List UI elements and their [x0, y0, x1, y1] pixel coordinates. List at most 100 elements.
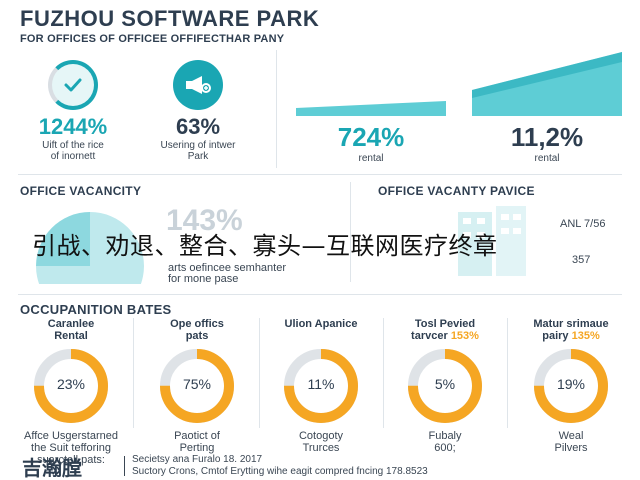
label-line-2-text: pairy [542, 330, 569, 342]
stat-label-line-2: Park [187, 151, 209, 162]
donut-value: 75% [182, 376, 212, 392]
occupation-card: Caranlee Rental 23% Affce Usgerstarned the … [12, 318, 134, 466]
check-icon [48, 60, 98, 110]
rental-band-1 [296, 101, 446, 116]
divider [276, 50, 277, 168]
occupation-card-label: Ulion Apanice [262, 318, 380, 344]
label-line-1: Tosl Pevied [414, 318, 476, 330]
vacancy-pie [36, 212, 144, 284]
label-line-1: Matur srimaue [533, 318, 609, 330]
occupation-card-desc: Paotict of Perting [138, 430, 256, 454]
occupation-card-label: Ope offics pats [138, 318, 256, 344]
desc-line: Trurces [302, 442, 340, 454]
donut-arc [534, 349, 608, 423]
occupation-card-label: Tosl Pevied tarvcer 153% [386, 318, 504, 344]
label-line-2-text: Rental [54, 330, 88, 342]
label-line-2: pats [138, 330, 256, 342]
stat-card-1: 1244% Uift of the rice of inornett [18, 60, 128, 162]
desc-line: Fubaly [428, 430, 462, 442]
label-line-2: tarvcer 153% [386, 330, 504, 342]
rental-value: 11,2% [510, 122, 584, 152]
divider [259, 318, 260, 428]
label-highlight: 135% [571, 330, 600, 342]
stat-label-line-1: Uift of the rice [42, 140, 104, 151]
rental-stat-2: 11,2% rental [472, 122, 622, 164]
page-title: FUZHOU SOFTWARE PARK [20, 6, 320, 31]
page-subtitle: FOR OFFICES OF OFFICEE OFFIFECTHAR PANY [20, 33, 285, 45]
desc-line: Paotict of [174, 430, 220, 442]
rental-value: 724% [337, 122, 405, 152]
occupation-card-desc: Weal Pilvers [512, 430, 630, 454]
divider [133, 318, 134, 428]
desc-line: Pilvers [554, 442, 588, 454]
stat-card-2: 63% Usering of intwer Park [143, 60, 253, 162]
divider [507, 318, 508, 428]
donut-arc [160, 349, 234, 423]
occupation-donut: 75% [157, 346, 237, 426]
occupation-card-label: Matur srimaue pairy 135% [512, 318, 630, 344]
desc-line: Weal [558, 430, 584, 442]
desc-line: Cotogoty [298, 430, 344, 442]
label-line-1: Caranlee [47, 318, 95, 330]
occupation-donut: 23% [31, 346, 111, 426]
megaphone-icon [173, 60, 223, 110]
divider [350, 182, 351, 282]
donut-value: 23% [56, 376, 86, 392]
occupation-card: Ulion Apanice 11% Cotogoty Trurces [262, 318, 384, 454]
footer-line-2: Suctory Crons, Cmtof Erytting wihe eagit… [132, 466, 428, 477]
occupation-donut: 11% [281, 346, 361, 426]
label-line-1: Ulion Apanice [284, 318, 358, 330]
label-line-2: Rental [12, 330, 130, 342]
occupation-heading: OCCUPANITION BATES [20, 302, 172, 317]
desc-line: Affce Usgerstarned [24, 430, 118, 442]
donut-arc [34, 349, 108, 423]
rental-stat-1: 724% rental [296, 122, 446, 164]
vacancy-price-side-2: 357 [572, 254, 591, 266]
vacancy-price-heading: OFFICE VACANTY PAVICE [378, 184, 535, 198]
occupation-card: Matur srimaue pairy 135% 19% Weal Pilvers [512, 318, 630, 454]
desc-line: 600; [434, 442, 456, 454]
occupation-donut: 5% [405, 346, 485, 426]
vacancy-heading: OFFICE VACANCITY [20, 184, 142, 198]
stat-value: 63% [175, 114, 221, 139]
donut-value: 19% [556, 376, 586, 392]
label-line-2-text: pats [185, 330, 209, 342]
vacancy-price-side-1: ANL 7/56 [560, 218, 606, 230]
vacancy-line-1: arts oefincee semhanter [168, 262, 287, 274]
building-graphic [458, 206, 526, 276]
label-highlight: 153% [450, 330, 479, 342]
donut-value: 11% [307, 376, 335, 392]
donut-value: 5% [434, 376, 456, 392]
vacancy-line-2: for mone pase [168, 273, 239, 285]
stat-value: 1244% [38, 114, 108, 139]
footer-line-1: Secietsy ana Furalo 18. 2017 [132, 454, 263, 465]
divider [18, 294, 622, 295]
desc-line: Perting [179, 442, 215, 454]
occupation-card-desc: Fubaly 600; [386, 430, 504, 454]
donut-arc [408, 349, 482, 423]
rental-band-2 [472, 52, 622, 116]
vacancy-big-value: 143% [166, 204, 243, 237]
label-line-2-text: tarvcer [411, 330, 448, 342]
divider [383, 318, 384, 428]
overlay-caption: 引战、劝退、整合、寡头—互联网医疗终章 [32, 232, 498, 260]
footer-logo: 吉瀚膛 [22, 456, 82, 480]
occupation-card: Ope offics pats 75% Paotict of Perting [138, 318, 260, 454]
footer-divider [124, 456, 125, 476]
donut-arc [284, 349, 358, 423]
rental-label: rental [358, 153, 384, 164]
divider [18, 174, 622, 175]
occupation-card: Tosl Pevied tarvcer 153% 5% Fubaly 600; [386, 318, 508, 454]
desc-line: the Suit tefforing [31, 442, 111, 454]
occupation-card-label: Caranlee Rental [12, 318, 130, 344]
desc-line: suarctell pats: [37, 454, 105, 466]
occupation-card-desc: Cotogoty Trurces [262, 430, 380, 454]
label-line-2: pairy 135% [512, 330, 630, 342]
occupation-donut: 19% [531, 346, 611, 426]
footer-text: Secietsy ana Furalo 18. 2017 Suctory Cro… [132, 454, 428, 478]
stat-label-line-2: of inornett [50, 151, 96, 162]
stat-label-line-1: Usering of intwer [160, 140, 236, 151]
occupation-card-desc: Affce Usgerstarned the Suit tefforing suar… [12, 430, 130, 466]
rental-label: rental [534, 153, 560, 164]
label-line-1: Ope offics [170, 318, 224, 330]
